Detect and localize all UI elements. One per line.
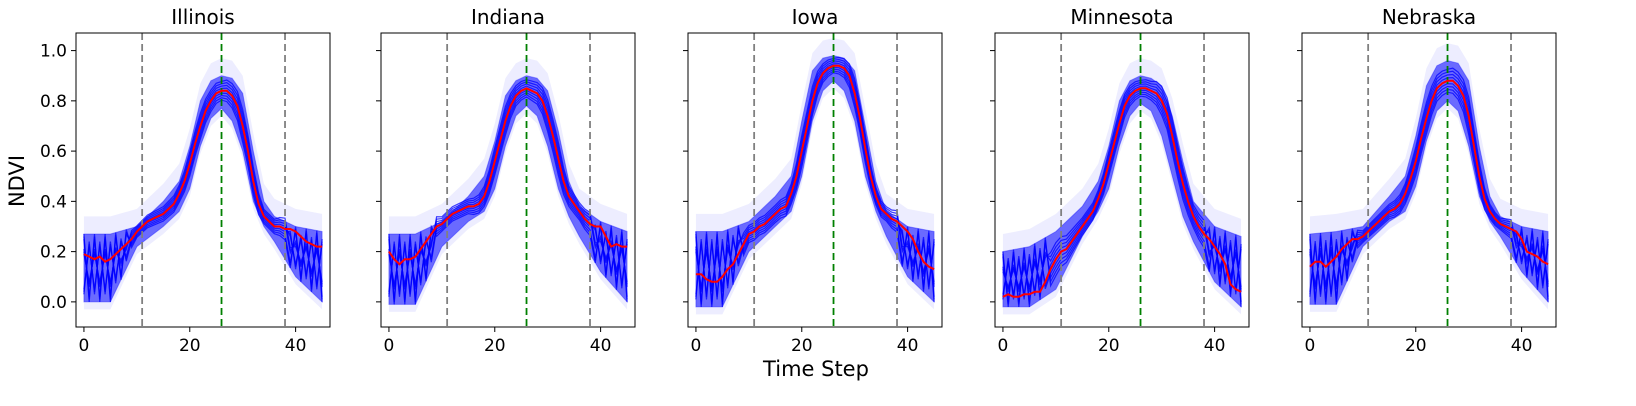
y-tick-label: 1.0 bbox=[40, 42, 67, 62]
panel-iowa: 0 20 40 Iowa bbox=[683, 5, 943, 356]
sample-halo bbox=[1309, 43, 1549, 312]
mean-line bbox=[1309, 79, 1549, 269]
x-tick-label: 0 bbox=[998, 336, 1009, 356]
sample-trace bbox=[83, 79, 323, 282]
sample-trace bbox=[1309, 91, 1549, 305]
panel-title: Indiana bbox=[471, 5, 545, 29]
plot-area bbox=[1002, 58, 1242, 315]
plot-area bbox=[388, 58, 628, 312]
sample-trace bbox=[1002, 79, 1242, 289]
x-tick-label: 20 bbox=[791, 336, 813, 356]
x-tick-label: 40 bbox=[897, 336, 919, 356]
y-tick-label: 0.8 bbox=[40, 92, 67, 112]
sample-traces bbox=[83, 79, 323, 302]
x-tick-label: 20 bbox=[484, 336, 506, 356]
sample-trace bbox=[695, 56, 935, 287]
sample-trace bbox=[1309, 76, 1549, 292]
x-tick-label: 40 bbox=[1511, 336, 1533, 356]
x-tick-label: 0 bbox=[1305, 336, 1316, 356]
sample-trace bbox=[1309, 67, 1549, 285]
sample-trace bbox=[388, 85, 628, 292]
sample-trace bbox=[388, 79, 628, 285]
panel-illinois: 0 20 40 0.0 0.2 0.4 0.6 0.8 1.0 Illinois bbox=[40, 5, 331, 356]
panel-title: Illinois bbox=[171, 5, 234, 29]
sample-halo bbox=[83, 58, 323, 310]
axes-frame bbox=[380, 32, 636, 328]
axes-frame bbox=[1301, 32, 1557, 328]
axes-frame bbox=[75, 32, 331, 328]
panels: 0 20 40 0.0 0.2 0.4 0.6 0.8 1.0 Illinois 0 20 40 Indi… bbox=[40, 5, 1557, 356]
sample-traces bbox=[1309, 67, 1549, 305]
x-tick-label: 20 bbox=[179, 336, 201, 356]
panel-indiana: 0 20 40 Indiana bbox=[376, 5, 636, 356]
mean-line bbox=[1002, 87, 1242, 298]
panel-title: Minnesota bbox=[1070, 5, 1173, 29]
x-tick-label: 40 bbox=[590, 336, 612, 356]
panel-title: Nebraska bbox=[1382, 5, 1476, 29]
axes-frame bbox=[994, 32, 1250, 328]
y-axis-label: NDVI bbox=[5, 155, 29, 207]
sample-trace bbox=[83, 87, 323, 290]
y-tick-label: 0.0 bbox=[40, 293, 67, 313]
mean-line bbox=[388, 87, 628, 266]
plot-area bbox=[1309, 43, 1549, 312]
x-tick-label: 20 bbox=[1405, 336, 1427, 356]
mean-line bbox=[695, 64, 935, 283]
panel-nebraska: 0 20 40 Nebraska bbox=[1297, 5, 1557, 356]
x-tick-label: 20 bbox=[1098, 336, 1120, 356]
sample-trace bbox=[1309, 85, 1549, 300]
panel-title: Iowa bbox=[792, 5, 839, 29]
x-tick-label: 0 bbox=[691, 336, 702, 356]
axes-frame bbox=[687, 32, 943, 328]
x-tick-label: 40 bbox=[1204, 336, 1226, 356]
x-tick-label: 0 bbox=[79, 336, 90, 356]
mean-line bbox=[83, 89, 323, 263]
y-tick-label: 0.4 bbox=[40, 192, 67, 212]
x-axis-label: Time Step bbox=[762, 357, 869, 381]
sample-halo bbox=[695, 38, 935, 315]
y-tick-label: 0.2 bbox=[40, 243, 67, 263]
x-tick-label: 0 bbox=[384, 336, 395, 356]
sample-trace bbox=[83, 99, 323, 302]
x-tick-label: 40 bbox=[285, 336, 307, 356]
y-tick-label: 0.6 bbox=[40, 142, 67, 162]
panel-minnesota: 0 20 40 Minnesota bbox=[990, 5, 1250, 356]
plot-area bbox=[83, 58, 323, 310]
plot-area bbox=[695, 38, 935, 315]
